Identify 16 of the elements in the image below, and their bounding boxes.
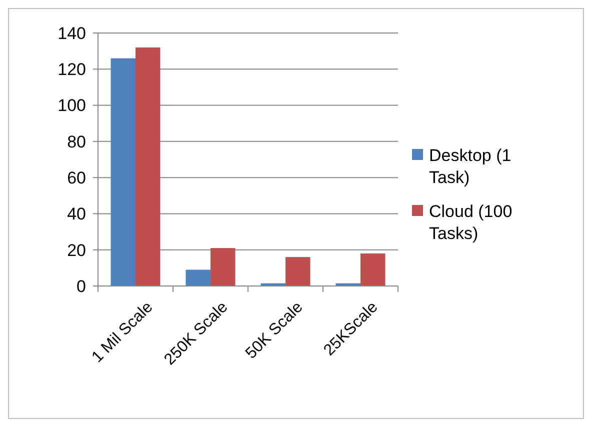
y-tick-label: 120: [58, 60, 86, 80]
y-tick-label: 140: [58, 24, 86, 43]
y-tick-label: 20: [67, 240, 86, 260]
y-tick-label: 40: [67, 204, 86, 224]
y-tick-label: 0: [76, 276, 86, 296]
bar: [136, 47, 160, 286]
y-tick-label: 60: [67, 168, 86, 188]
legend-label: Desktop (1 Task): [429, 146, 512, 188]
y-tick-label: 80: [67, 132, 86, 152]
bar: [286, 257, 310, 286]
bar: [210, 248, 236, 286]
bar: [110, 58, 136, 286]
y-tick-label: 100: [58, 96, 86, 116]
legend-label: Cloud (100 Tasks): [429, 202, 512, 244]
bar: [360, 253, 386, 286]
bar: [186, 270, 210, 286]
